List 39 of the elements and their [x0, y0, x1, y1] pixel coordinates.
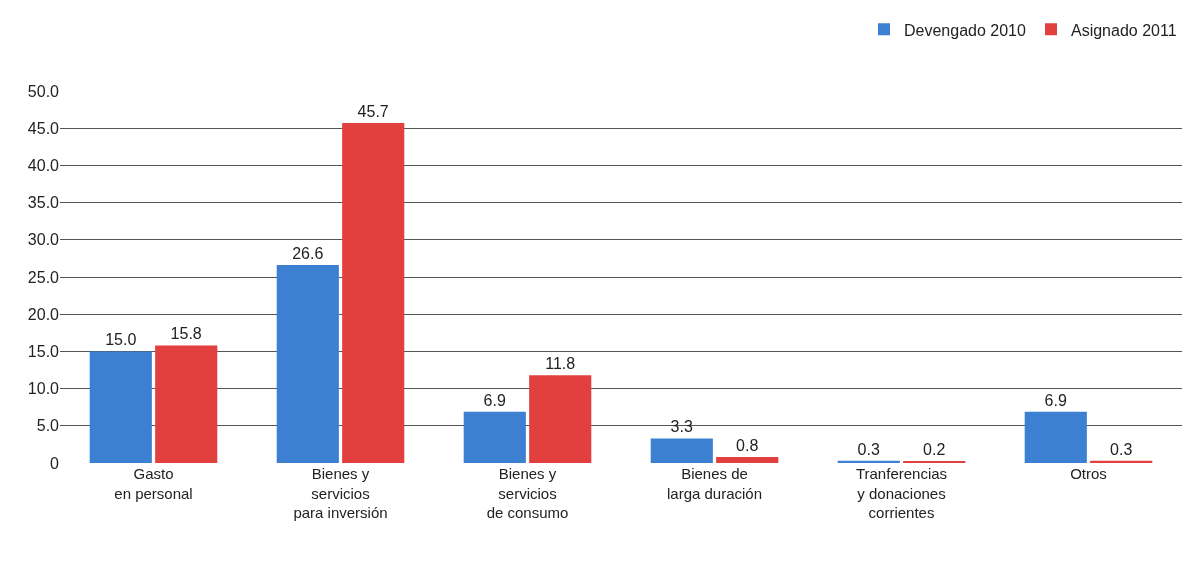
data-label: 6.9 — [483, 391, 506, 409]
y-tick-label: 20.0 — [27, 305, 60, 323]
data-label: 11.8 — [545, 355, 576, 373]
bar — [342, 122, 405, 463]
bar — [650, 438, 713, 463]
bar — [155, 345, 218, 463]
legend-label: Devengado 2010 — [904, 21, 1026, 39]
bar — [529, 375, 592, 463]
bar — [89, 351, 152, 463]
data-label: 26.6 — [292, 245, 324, 263]
y-tick-label: 40.0 — [27, 157, 60, 174]
y-tick-label: 15.0 — [27, 343, 60, 360]
bar — [716, 457, 779, 463]
data-label: 0.8 — [736, 437, 759, 455]
data-label: 45.7 — [357, 102, 389, 120]
x-tick-label: Tranferencias y donaciones corrientes — [855, 465, 948, 521]
y-tick-label: 0 — [50, 454, 60, 472]
y-tick-label: 50.0 — [27, 82, 60, 100]
bar — [1024, 411, 1087, 463]
x-tick-label: Bienes y servicios de consumo — [486, 465, 569, 521]
data-label: 15.8 — [170, 325, 202, 343]
bar — [276, 265, 339, 463]
bar — [463, 411, 526, 463]
data-label: 6.9 — [1044, 391, 1067, 409]
x-tick-label: Gasto en personal — [114, 465, 193, 502]
y-tick-label: 30.0 — [27, 231, 60, 249]
legend-label: Asignado 2011 — [1070, 21, 1177, 39]
x-tick-label: Bienes de larga duración — [666, 465, 763, 502]
data-label: 0.3 — [1110, 440, 1133, 458]
y-tick-label: 45.0 — [27, 119, 60, 137]
data-label: 0.3 — [857, 440, 880, 458]
y-tick-label: 35.0 — [27, 194, 60, 212]
x-tick-label: Bienes y servicios para inversión — [293, 465, 388, 521]
y-tick-label: 5.0 — [36, 417, 60, 435]
y-tick-label: 25.0 — [27, 268, 60, 286]
data-label: 15.0 — [105, 331, 137, 349]
data-label: 0.2 — [923, 441, 946, 458]
y-tick-label: 10.0 — [27, 380, 60, 398]
x-tick-label: Otros — [1070, 465, 1107, 482]
